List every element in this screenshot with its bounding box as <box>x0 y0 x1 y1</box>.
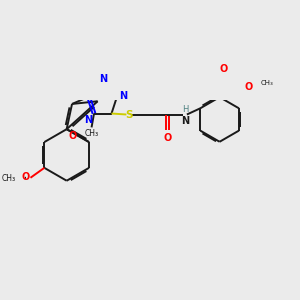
Text: N: N <box>84 115 92 125</box>
Text: H: H <box>182 104 188 113</box>
Text: O: O <box>164 133 172 143</box>
Text: O: O <box>22 172 30 182</box>
Text: CH₃: CH₃ <box>2 174 16 183</box>
Text: O: O <box>245 82 253 92</box>
Text: O: O <box>219 64 228 74</box>
Text: N: N <box>181 116 189 127</box>
Text: S: S <box>125 110 133 119</box>
Text: O: O <box>69 131 77 141</box>
Text: N: N <box>119 91 128 101</box>
Text: CH₃: CH₃ <box>85 129 99 138</box>
Text: CH₃: CH₃ <box>260 80 273 86</box>
Text: N: N <box>99 74 107 84</box>
